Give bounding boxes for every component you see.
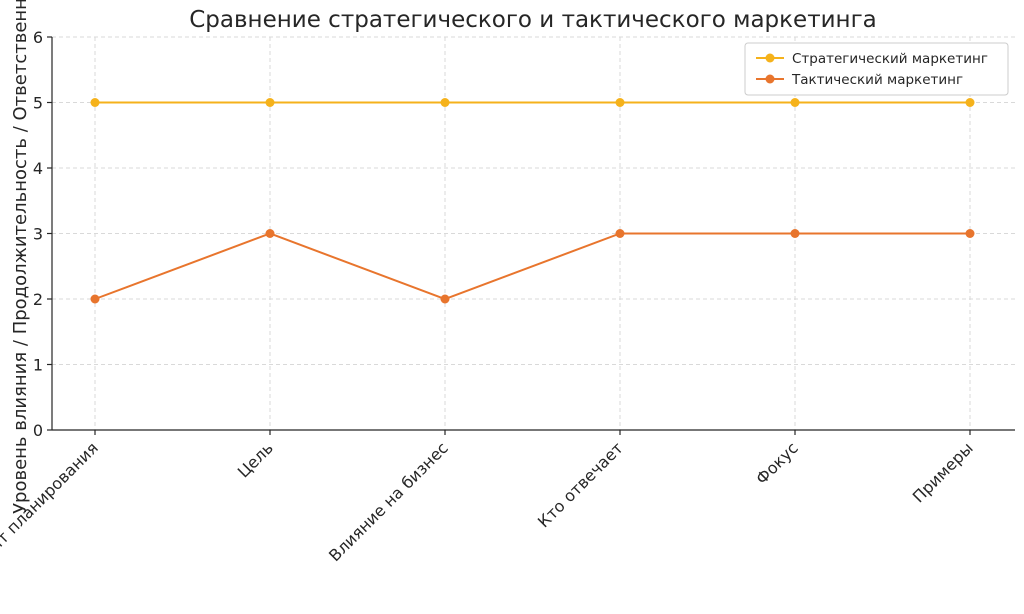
legend-swatch-marker — [765, 53, 775, 63]
x-tick-label: Примеры — [909, 438, 977, 506]
data-point — [965, 98, 975, 107]
x-tick-label: Влияние на бизнес — [325, 438, 452, 565]
y-ticks: 0 1 2 3 4 5 6 — [33, 28, 52, 440]
y-tick-label: 6 — [33, 28, 43, 47]
data-point — [615, 229, 625, 238]
series-line-1 — [94, 232, 970, 301]
data-point — [265, 98, 275, 107]
y-tick-label: 1 — [33, 356, 43, 375]
legend-box — [744, 42, 1009, 96]
data-point — [265, 229, 275, 238]
data-point — [440, 98, 450, 107]
data-point — [90, 294, 100, 304]
x-tick-label: Кто отвечает — [534, 438, 627, 531]
data-point — [790, 229, 800, 238]
chart-title: Сравнение стратегического и тактического… — [189, 7, 877, 33]
y-tick-label: 2 — [33, 290, 43, 309]
data-point — [790, 98, 800, 107]
data-point — [615, 98, 625, 107]
data-point — [965, 229, 975, 238]
legend-swatch-marker — [765, 74, 775, 84]
x-ticks: Горизонт планирования Цель Влияние на бизн… — [0, 430, 977, 596]
y-tick-label: 0 — [33, 421, 43, 440]
data-point — [90, 98, 100, 107]
series — [90, 98, 975, 304]
y-axis-label: Уровень влияния / Продолжительность / От… — [10, 0, 31, 514]
legend-label: Тактический маркетинг — [791, 72, 963, 88]
x-tick-label: Фокус — [752, 438, 802, 488]
legend: Стратегический маркетинг Тактический марк… — [744, 42, 1009, 96]
y-tick-label: 5 — [33, 94, 43, 113]
y-tick-label: 3 — [33, 225, 43, 244]
y-tick-label: 4 — [33, 159, 43, 178]
x-tick-label: Цель — [234, 438, 277, 481]
legend-label: Стратегический маркетинг — [792, 51, 988, 67]
data-point — [440, 294, 450, 304]
